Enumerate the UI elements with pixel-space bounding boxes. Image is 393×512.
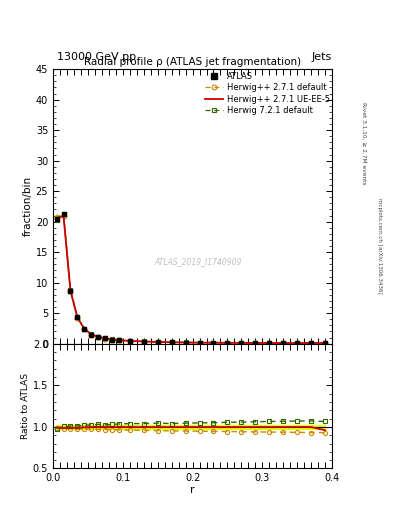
X-axis label: r: r	[190, 485, 195, 495]
Text: Rivet 3.1.10, ≥ 2.7M events: Rivet 3.1.10, ≥ 2.7M events	[361, 102, 366, 185]
Text: ATLAS_2019_I1740909: ATLAS_2019_I1740909	[154, 257, 242, 266]
Title: Radial profile ρ (ATLAS jet fragmentation): Radial profile ρ (ATLAS jet fragmentatio…	[84, 57, 301, 67]
Y-axis label: Ratio to ATLAS: Ratio to ATLAS	[21, 373, 30, 439]
Legend: ATLAS, Herwig++ 2.7.1 default, Herwig++ 2.7.1 UE-EE-5, Herwig 7.2.1 default: ATLAS, Herwig++ 2.7.1 default, Herwig++ …	[205, 72, 330, 115]
Text: 13000 GeV pp: 13000 GeV pp	[57, 52, 136, 62]
Text: Jets: Jets	[311, 52, 331, 62]
Text: mcplots.cern.ch [arXiv:1306.3436]: mcplots.cern.ch [arXiv:1306.3436]	[377, 198, 382, 293]
Y-axis label: fraction/bin: fraction/bin	[23, 176, 33, 237]
